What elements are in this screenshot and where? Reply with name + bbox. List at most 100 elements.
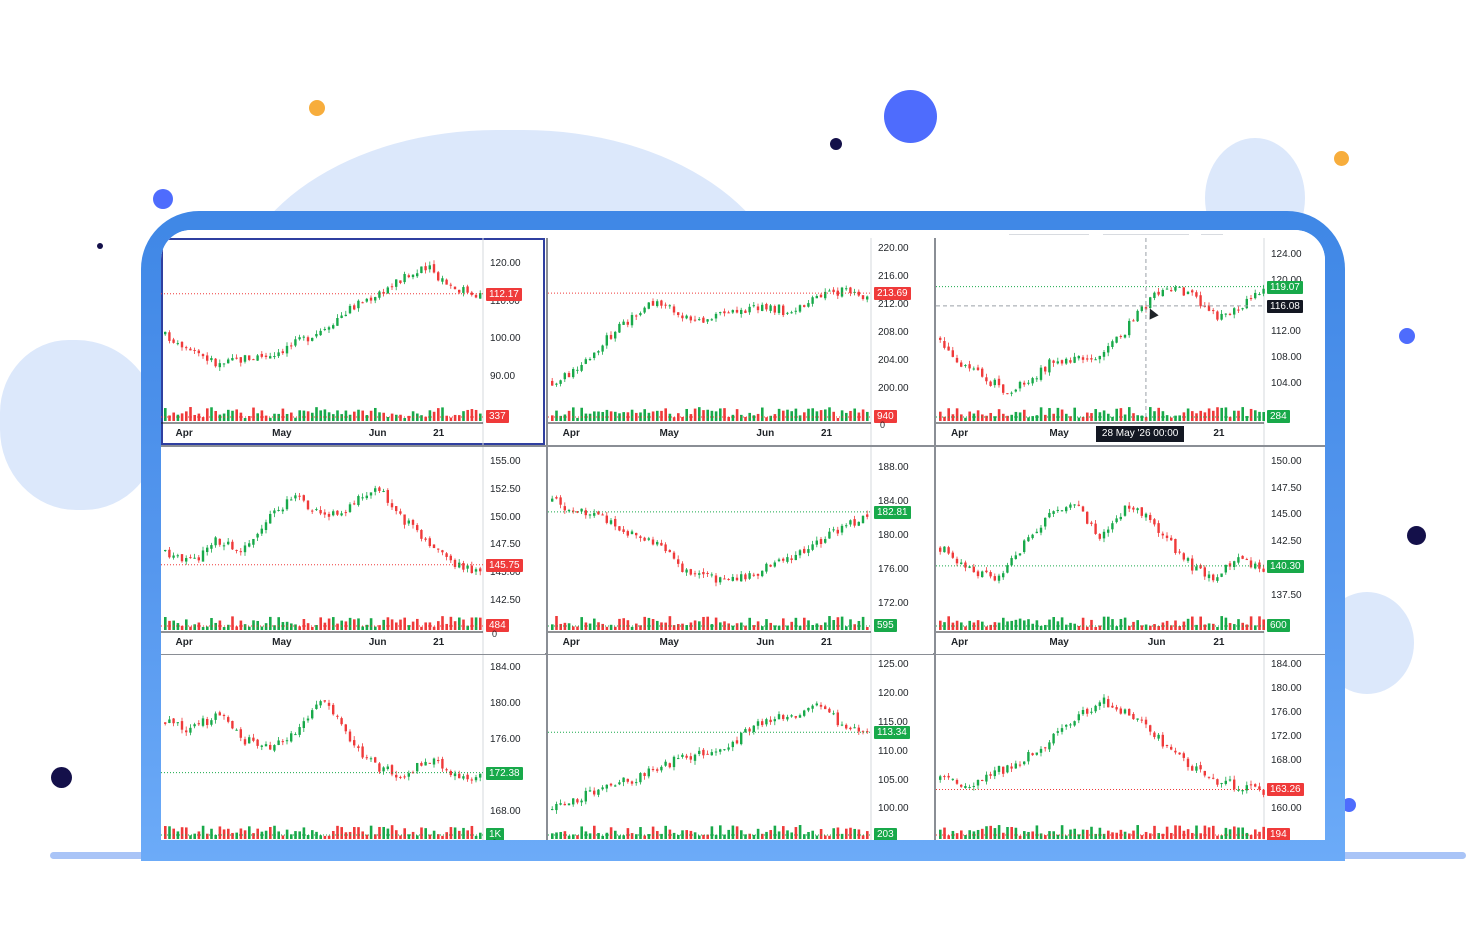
candle-body bbox=[1090, 711, 1093, 713]
toolbar-control[interactable] bbox=[1009, 231, 1089, 235]
volume-bar bbox=[1191, 616, 1194, 630]
candlestick-chart[interactable] bbox=[161, 238, 545, 445]
toolbar-control[interactable] bbox=[1201, 231, 1223, 235]
volume-bar bbox=[1123, 617, 1127, 630]
candle-body bbox=[369, 297, 373, 301]
chart-panel-p8[interactable]: 125.00 120.00 115.00 110.00 105.00 100.00 113.… bbox=[548, 655, 933, 840]
candle-body bbox=[407, 773, 410, 777]
volume-bar bbox=[1060, 825, 1064, 839]
candle-body bbox=[416, 762, 419, 772]
grid-separator-horizontal[interactable] bbox=[161, 445, 1325, 447]
candle-body bbox=[420, 529, 423, 539]
volume-bar bbox=[399, 619, 402, 630]
chart-panel-p2[interactable]: 220.00 216.00 212.00 208.00 204.00 200.00 213.… bbox=[548, 238, 933, 445]
volume-bar bbox=[227, 409, 230, 421]
volume-bar bbox=[580, 407, 583, 421]
candle-body bbox=[836, 712, 839, 726]
candle-body bbox=[1191, 558, 1194, 571]
candle-body bbox=[1081, 357, 1085, 360]
candlestick-chart[interactable] bbox=[548, 655, 933, 840]
candle-body bbox=[786, 312, 789, 314]
volume-bar bbox=[836, 617, 840, 630]
volume-bar bbox=[1249, 408, 1253, 421]
candle-body bbox=[1262, 288, 1265, 294]
volume-bar bbox=[260, 410, 264, 421]
candle-body bbox=[1161, 533, 1164, 536]
volume-bar bbox=[706, 409, 709, 421]
volume-bar bbox=[1136, 415, 1139, 421]
volume-bar bbox=[407, 625, 411, 630]
candle-body bbox=[1094, 359, 1097, 361]
volume-bar bbox=[964, 626, 967, 630]
candlestick-chart[interactable] bbox=[548, 447, 933, 654]
candle-body bbox=[1191, 766, 1194, 771]
candlestick-chart[interactable] bbox=[161, 655, 545, 840]
volume-bar bbox=[551, 833, 554, 839]
candle-body bbox=[1035, 531, 1038, 534]
candle-body bbox=[1115, 707, 1118, 710]
volume-bar bbox=[369, 618, 373, 630]
grid-separator-horizontal[interactable] bbox=[161, 653, 1325, 655]
chart-panel-p5[interactable]: 188.00 184.00 180.00 176.00 172.00 182.81 595 A… bbox=[548, 447, 933, 654]
volume-bar bbox=[597, 832, 600, 839]
grid-separator-vertical[interactable] bbox=[934, 238, 936, 840]
volume-bar bbox=[445, 623, 448, 630]
volume-bar bbox=[458, 415, 461, 421]
candle-body bbox=[853, 519, 856, 526]
volume-bar bbox=[1140, 835, 1144, 839]
volume-bar bbox=[206, 626, 209, 630]
candle-body bbox=[470, 779, 473, 781]
candle-body bbox=[378, 487, 381, 491]
volume-bar bbox=[1245, 832, 1249, 839]
volume-bar bbox=[264, 623, 268, 630]
candle-body bbox=[1241, 555, 1244, 559]
candle-body bbox=[458, 562, 461, 568]
chart-panel-p4[interactable]: 155.00 152.50 150.00 147.50 145.00 142.50 145.… bbox=[161, 447, 545, 654]
chart-panel-p6[interactable]: 150.00147.50145.00142.50140.30137.50140.… bbox=[936, 447, 1325, 654]
candle-body bbox=[428, 538, 431, 547]
price-axis-label: 100.00 bbox=[490, 333, 521, 345]
candle-body bbox=[955, 357, 959, 363]
candle-body bbox=[989, 381, 992, 386]
candle-body bbox=[445, 769, 448, 771]
volume-bar bbox=[947, 408, 950, 421]
candlestick-chart[interactable] bbox=[548, 238, 933, 445]
candle-body bbox=[479, 773, 482, 778]
time-axis-label: Apr bbox=[175, 637, 193, 648]
decor-dot-blue-left bbox=[153, 189, 173, 209]
candle-body bbox=[1241, 790, 1244, 792]
candle-body bbox=[943, 776, 946, 778]
volume-bar bbox=[1182, 830, 1186, 839]
volume-bar bbox=[777, 408, 781, 421]
volume-bar bbox=[1132, 413, 1135, 421]
candle-body bbox=[458, 773, 461, 779]
chart-panel-p1[interactable]: 120.00 110.00 100.00 90.00 112.17 337 Apr May Ju… bbox=[161, 238, 545, 445]
chart-panel-p3[interactable]: 124.00 120.00 112.00 108.00 104.00 119.07 284 A… bbox=[936, 238, 1325, 445]
chart-panel-p7[interactable]: 184.00 180.00 176.00 168.00 172.38 1K0 bbox=[161, 655, 545, 840]
candle-body bbox=[168, 549, 171, 558]
volume-bar bbox=[819, 829, 823, 839]
volume-bar bbox=[348, 617, 352, 630]
candlestick-chart[interactable] bbox=[936, 655, 1325, 840]
volume-bar bbox=[1111, 416, 1114, 421]
candle-body bbox=[1195, 566, 1198, 571]
candlestick-chart[interactable] bbox=[936, 447, 1325, 654]
candlestick-chart[interactable] bbox=[936, 238, 1325, 445]
volume-bar bbox=[1174, 825, 1177, 839]
volume-bar bbox=[681, 623, 684, 630]
candle-body bbox=[702, 317, 705, 323]
volume-bar bbox=[1132, 830, 1135, 839]
chart-panel-p9[interactable]: 184.00 180.00 176.00 172.00 168.00 163.26 160.… bbox=[936, 655, 1325, 840]
candle-body bbox=[222, 363, 226, 365]
candlestick-chart[interactable] bbox=[161, 447, 545, 654]
grid-separator-vertical[interactable] bbox=[546, 238, 548, 840]
candle-body bbox=[1144, 719, 1148, 725]
candle-body bbox=[1233, 308, 1236, 315]
candle-body bbox=[273, 356, 276, 358]
candle-body bbox=[1149, 514, 1152, 521]
candle-body bbox=[639, 536, 642, 538]
candle-body bbox=[681, 315, 684, 319]
candle-body bbox=[828, 708, 831, 713]
toolbar-control[interactable] bbox=[1103, 231, 1189, 235]
candle-body bbox=[403, 514, 406, 525]
